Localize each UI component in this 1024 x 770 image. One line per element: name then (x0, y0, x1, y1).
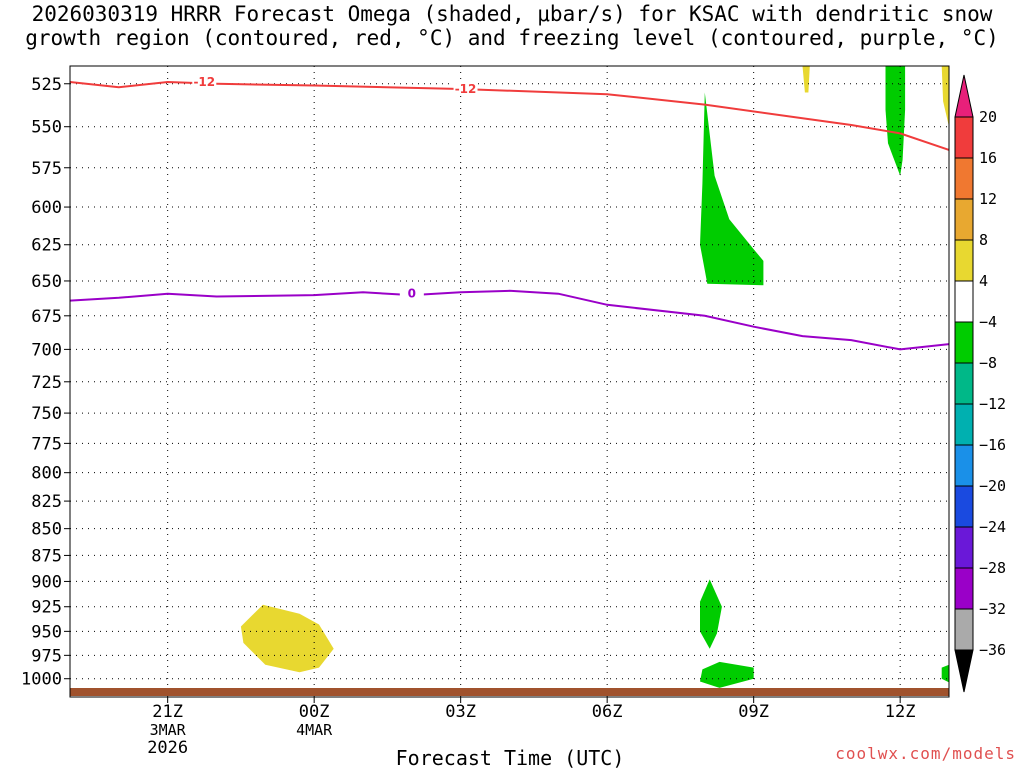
y-axis: 525 550 575 600 625 650 675 700 725 750 775 800 825 8… (21, 75, 70, 690)
y-tick-label: 625 (31, 236, 62, 256)
y-tick-label: 525 (31, 75, 62, 95)
colorbar-label: −8 (979, 354, 997, 372)
y-tick-label: 550 (31, 118, 62, 138)
omega-region-4 (941, 664, 949, 683)
colorbar-label: 20 (979, 108, 997, 126)
omega-region-6 (802, 66, 810, 93)
colorbar-swatch (954, 280, 974, 323)
colorbar-swatch (954, 485, 974, 528)
colorbar-label: 8 (979, 231, 988, 249)
colorbar-label: 16 (979, 149, 997, 167)
y-tick-label: 675 (31, 307, 62, 327)
contour-0 (69, 289, 950, 351)
contour-label: -12 (193, 75, 215, 89)
y-tick-label: 575 (31, 159, 62, 179)
colorbar-label: 12 (979, 190, 997, 208)
contour-label-bg (192, 73, 217, 88)
credit-text: coolwx.com/models (835, 744, 1016, 763)
chart-title: 2026030319 HRRR Forecast Omega (shaded, … (25, 2, 999, 50)
y-tick-label: 800 (31, 464, 62, 484)
contour-lines: -12 -12 0 (69, 73, 950, 351)
colorbar-label: −12 (979, 395, 1006, 413)
colorbar-swatch (954, 362, 974, 405)
y-tick-label: 975 (31, 646, 62, 666)
omega-region-7 (941, 66, 949, 127)
contour-label: 0 (408, 287, 416, 301)
colorbar-swatch (954, 608, 974, 651)
colorbar-swatch (954, 444, 974, 487)
x-tick-label: 12Z (885, 702, 916, 722)
omega-shading (240, 66, 949, 688)
colorbar-label: −24 (979, 518, 1006, 536)
contour--12 (69, 80, 950, 151)
y-tick-label: 825 (31, 492, 62, 512)
colorbar-swatch (954, 321, 974, 364)
colorbar-top-arrow (954, 74, 974, 118)
x-tick-label: 03Z (445, 702, 476, 722)
y-tick-label: 850 (31, 520, 62, 540)
y-tick-label: 750 (31, 404, 62, 424)
x-tick-sublabel: 2026 (147, 738, 188, 758)
contour-label-bg (453, 81, 478, 96)
x-tick-label: 06Z (592, 702, 623, 722)
x-tick-label: 21Z (152, 702, 183, 722)
x-tick-sublabel: 4MAR (296, 721, 333, 739)
contour-label: -12 (455, 82, 477, 96)
colorbar-swatch (954, 157, 974, 200)
colorbar-swatch (954, 116, 974, 159)
x-axis-label: Forecast Time (UTC) (395, 746, 625, 770)
colorbar-label: −28 (979, 559, 1006, 577)
y-tick-label: 600 (31, 198, 62, 218)
colorbar-swatch (954, 403, 974, 446)
omega-region-2 (700, 579, 722, 649)
colorbar-label: −36 (979, 641, 1006, 659)
colorbar-swatch (954, 239, 974, 282)
y-tick-label: 875 (31, 546, 62, 566)
gridlines (70, 66, 949, 697)
colorbar-label: 4 (979, 272, 988, 290)
terrain-surface (70, 688, 949, 696)
x-tick-label: 00Z (299, 702, 330, 722)
y-tick-label: 775 (31, 434, 62, 454)
colorbar-label: −4 (979, 313, 997, 331)
contour-label-bg (399, 285, 424, 300)
colorbar-swatch (954, 198, 974, 241)
y-tick-label: 1000 (21, 670, 62, 690)
colorbar-swatch (954, 567, 974, 610)
colorbar-label: −20 (979, 477, 1006, 495)
x-tick-sublabel: 3MAR (150, 721, 187, 739)
colorbar-bottom-arrow (954, 649, 974, 693)
omega-region-1 (885, 66, 906, 176)
y-tick-label: 700 (31, 340, 62, 360)
x-tick-label: 09Z (738, 702, 769, 722)
y-tick-label: 900 (31, 572, 62, 592)
y-tick-label: 650 (31, 272, 62, 292)
colorbar-swatch (954, 526, 974, 569)
y-tick-label: 725 (31, 373, 62, 393)
omega-region-3 (700, 661, 754, 688)
colorbar-label: −16 (979, 436, 1006, 454)
omega-region-5 (240, 604, 334, 673)
y-tick-label: 925 (31, 598, 62, 618)
omega-region-0 (700, 92, 764, 286)
y-tick-label: 950 (31, 622, 62, 642)
plot-frame (69, 65, 950, 698)
colorbar-label: −32 (979, 600, 1006, 618)
colorbar: 20 16 12 8 4 −4 −8 −12 −16 −20 −24 −28 −32 −36 (954, 74, 1006, 693)
